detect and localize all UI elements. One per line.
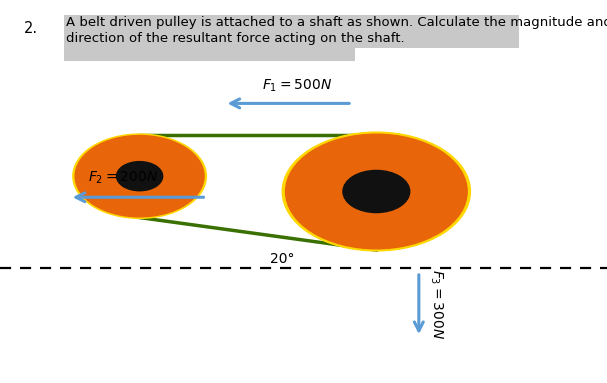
Circle shape xyxy=(282,132,470,251)
Text: 2.: 2. xyxy=(24,21,38,36)
Circle shape xyxy=(75,136,204,217)
Circle shape xyxy=(117,162,163,191)
Text: $F_2 = 200N$: $F_2 = 200N$ xyxy=(88,169,158,186)
Text: A belt driven pulley is attached to a shaft as shown. Calculate the magnitude an: A belt driven pulley is attached to a sh… xyxy=(66,16,607,29)
Circle shape xyxy=(343,170,410,213)
FancyBboxPatch shape xyxy=(64,46,355,61)
Circle shape xyxy=(73,134,206,218)
FancyBboxPatch shape xyxy=(64,15,519,48)
Text: direction of the resultant force acting on the shaft.: direction of the resultant force acting … xyxy=(66,32,404,45)
Circle shape xyxy=(285,134,467,249)
Text: $F_3 = 300N$: $F_3 = 300N$ xyxy=(428,270,444,339)
Text: $F_1 = 500N$: $F_1 = 500N$ xyxy=(262,77,333,94)
Text: 20°: 20° xyxy=(270,252,294,265)
